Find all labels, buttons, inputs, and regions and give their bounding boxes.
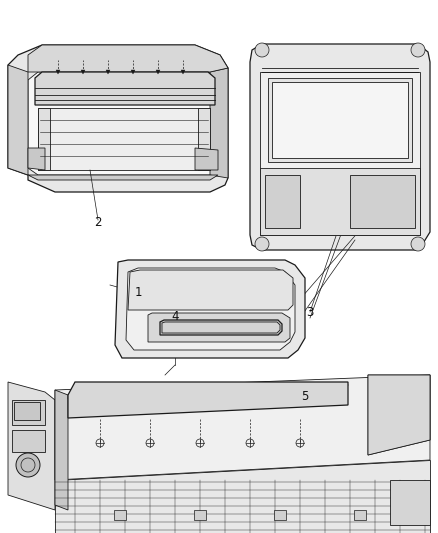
Circle shape: [36, 408, 39, 411]
Polygon shape: [12, 400, 45, 425]
Polygon shape: [156, 70, 160, 74]
Text: 5: 5: [301, 390, 309, 402]
Text: 4: 4: [171, 311, 179, 324]
Polygon shape: [368, 375, 430, 455]
Polygon shape: [390, 480, 430, 525]
Polygon shape: [265, 175, 300, 228]
Circle shape: [21, 416, 25, 419]
Polygon shape: [160, 320, 282, 335]
Polygon shape: [55, 375, 430, 480]
Circle shape: [196, 391, 204, 399]
Circle shape: [255, 43, 269, 57]
Polygon shape: [114, 510, 126, 520]
Polygon shape: [68, 382, 348, 418]
Polygon shape: [194, 510, 206, 520]
Polygon shape: [260, 168, 420, 235]
Text: 1: 1: [134, 286, 142, 298]
Polygon shape: [198, 108, 210, 170]
Polygon shape: [148, 313, 290, 342]
Polygon shape: [250, 44, 430, 250]
Polygon shape: [56, 70, 60, 74]
Circle shape: [27, 405, 29, 408]
Polygon shape: [350, 175, 415, 228]
Circle shape: [27, 413, 29, 416]
Polygon shape: [126, 268, 295, 350]
Polygon shape: [28, 45, 228, 72]
Circle shape: [273, 345, 283, 355]
Polygon shape: [131, 70, 135, 74]
Circle shape: [36, 413, 39, 416]
Polygon shape: [272, 82, 408, 158]
Polygon shape: [35, 72, 215, 105]
Circle shape: [296, 391, 304, 399]
Polygon shape: [14, 402, 40, 420]
Polygon shape: [55, 460, 430, 533]
Polygon shape: [55, 390, 68, 510]
Polygon shape: [28, 72, 218, 175]
Polygon shape: [8, 382, 55, 510]
Circle shape: [150, 345, 160, 355]
Circle shape: [21, 408, 25, 411]
Circle shape: [17, 416, 20, 419]
Circle shape: [32, 408, 35, 411]
Circle shape: [246, 391, 254, 399]
Text: 3: 3: [306, 306, 314, 319]
Circle shape: [274, 187, 290, 203]
Polygon shape: [8, 65, 28, 175]
Circle shape: [411, 237, 425, 251]
Polygon shape: [274, 510, 286, 520]
Circle shape: [96, 391, 104, 399]
Polygon shape: [81, 70, 85, 74]
Circle shape: [32, 405, 35, 408]
Circle shape: [411, 43, 425, 57]
Polygon shape: [28, 148, 45, 170]
Circle shape: [146, 391, 154, 399]
Polygon shape: [12, 430, 45, 452]
Polygon shape: [354, 510, 366, 520]
Circle shape: [27, 408, 29, 411]
Circle shape: [36, 416, 39, 419]
Circle shape: [17, 405, 20, 408]
Polygon shape: [38, 108, 50, 170]
Circle shape: [16, 453, 40, 477]
Circle shape: [32, 413, 35, 416]
Polygon shape: [8, 45, 228, 192]
Circle shape: [36, 405, 39, 408]
Circle shape: [255, 237, 269, 251]
Polygon shape: [210, 68, 228, 178]
Circle shape: [21, 413, 25, 416]
Circle shape: [27, 416, 29, 419]
Polygon shape: [181, 70, 185, 74]
Polygon shape: [38, 108, 210, 170]
Polygon shape: [128, 270, 293, 310]
Circle shape: [32, 416, 35, 419]
Polygon shape: [115, 260, 305, 358]
Circle shape: [276, 209, 288, 221]
Circle shape: [17, 413, 20, 416]
Polygon shape: [268, 78, 412, 162]
Polygon shape: [106, 70, 110, 74]
Polygon shape: [28, 175, 218, 180]
Text: 2: 2: [94, 216, 102, 230]
Polygon shape: [162, 322, 280, 333]
Polygon shape: [260, 72, 420, 235]
Circle shape: [17, 408, 20, 411]
Polygon shape: [195, 148, 218, 170]
Circle shape: [21, 405, 25, 408]
Polygon shape: [368, 375, 430, 455]
